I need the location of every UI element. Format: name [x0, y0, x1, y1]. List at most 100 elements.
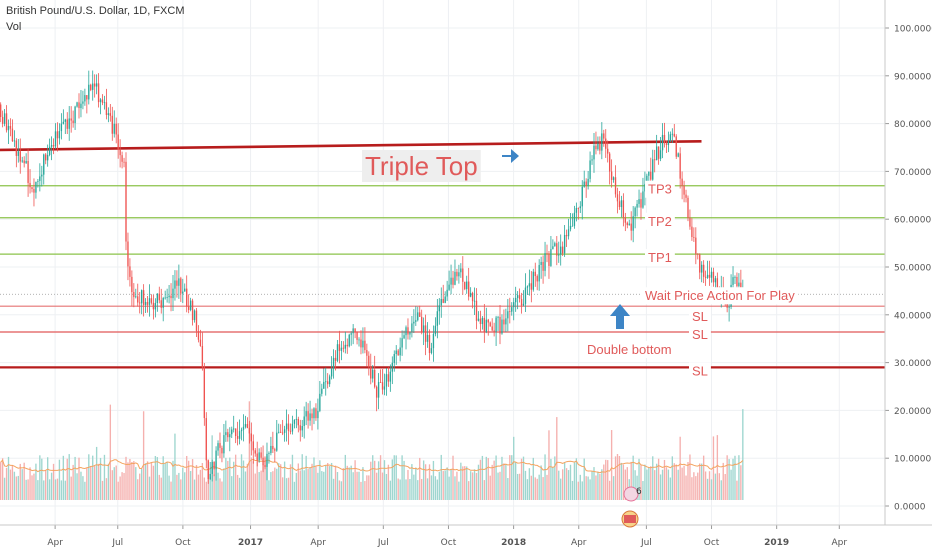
x-axis-tick-label: Oct [441, 538, 457, 548]
candle-body [276, 432, 278, 451]
volume-bar [111, 470, 113, 500]
volume-bar [313, 457, 315, 500]
candle-body [657, 146, 660, 159]
volume-bar [581, 481, 583, 500]
volume-bar [642, 480, 644, 500]
volume-bar [46, 457, 49, 500]
volume-bar [471, 472, 474, 500]
candle-body [522, 303, 525, 306]
candle-body [436, 311, 439, 326]
volume-bar [27, 479, 29, 500]
volume-bar [695, 476, 697, 500]
volume-bar [60, 480, 63, 500]
volume-bar [399, 479, 401, 500]
volume-bar [679, 436, 681, 500]
volume-bar [460, 462, 462, 500]
candle-body [3, 113, 6, 124]
volume-bar [140, 468, 143, 500]
candle-body [219, 443, 221, 448]
volume-bar [11, 465, 14, 500]
candle-body [164, 297, 166, 299]
candle-body [242, 426, 245, 430]
candle-body [640, 199, 642, 208]
volume-bar [182, 467, 184, 500]
volume-bar [137, 479, 139, 500]
candle-body [528, 283, 531, 287]
candle-body [238, 431, 241, 439]
candle-body [628, 223, 630, 226]
volume-bar [23, 462, 25, 500]
volume-bar [246, 463, 249, 500]
candle-body [248, 427, 251, 434]
candle-body [652, 159, 654, 180]
candle-body [469, 292, 472, 297]
candle-body [685, 194, 687, 198]
candle-body [35, 181, 37, 193]
volume-bar [217, 472, 219, 500]
candle-body [99, 99, 102, 103]
candle-body [305, 411, 307, 417]
candle-body [246, 424, 249, 428]
candle-body [630, 223, 632, 231]
volume-bar [362, 467, 364, 500]
volume-bar [260, 470, 262, 500]
candle-body [117, 134, 119, 150]
volume-bar [726, 455, 728, 500]
volume-bar [25, 479, 27, 500]
candle-body [697, 253, 699, 255]
candle-body [31, 187, 33, 190]
volume-bar [636, 475, 638, 500]
wait-price-action-label-bg [642, 287, 799, 305]
volume-bar [311, 463, 313, 500]
candle-body [520, 299, 523, 306]
candle-body [579, 206, 581, 209]
volume-bar [174, 433, 176, 500]
candle-body [460, 268, 462, 273]
candle-body [489, 322, 491, 327]
candle-body [182, 291, 184, 294]
candle-body [86, 95, 88, 100]
candle-body [681, 178, 683, 186]
volume-bar [552, 466, 554, 500]
event-badge-count: 6 [636, 487, 642, 497]
candle-body [563, 234, 566, 254]
volume-bar [383, 460, 386, 500]
candle-body [659, 150, 662, 159]
candle-body [162, 298, 164, 308]
volume-bar [422, 460, 425, 500]
volume-bar [82, 476, 84, 500]
volume-bar [411, 464, 413, 500]
candle-body [189, 300, 192, 310]
volume-bar [280, 464, 282, 500]
volume-bar [334, 465, 337, 500]
volume-bar [234, 454, 237, 500]
volume-bar [9, 469, 12, 500]
volume-bar [328, 466, 331, 500]
candle-body [125, 161, 127, 242]
candle-body [156, 293, 159, 303]
candle-body [595, 145, 597, 150]
volume-bar [254, 473, 256, 500]
x-axis-tick-label: 2017 [238, 538, 263, 548]
volume-bar [336, 472, 339, 500]
volume-bar [683, 465, 685, 500]
sl1-label: SL [692, 309, 708, 324]
candle-body [374, 369, 376, 387]
candle-body [591, 159, 593, 161]
tp1-label: TP1 [648, 250, 672, 265]
candle-body [338, 344, 341, 351]
candle-body [473, 300, 476, 302]
candle-body [585, 181, 587, 187]
volume-bar [93, 465, 96, 500]
candle-body [33, 189, 35, 193]
volume-bar [368, 475, 370, 500]
candle-body [88, 84, 90, 100]
volume-bar [305, 455, 307, 500]
volume-bar [113, 467, 115, 500]
candle-body [170, 295, 172, 299]
candle-body [168, 295, 170, 298]
volume-bar [689, 454, 691, 500]
